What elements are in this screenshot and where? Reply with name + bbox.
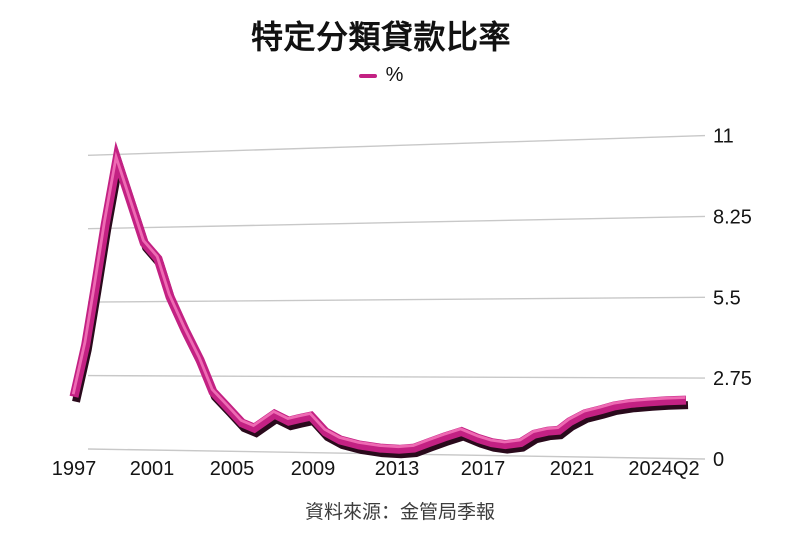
series-line <box>69 141 687 454</box>
source-note: 資料來源：金管局季報 <box>304 502 495 523</box>
x-tick-label-1997: 1997 <box>52 458 97 480</box>
chart-title: 特定分類貸款比率 <box>250 19 511 55</box>
x-tick-label-2013: 2013 <box>375 458 420 480</box>
x-tick-label-2021: 2021 <box>550 458 595 480</box>
legend-line-swatch-icon <box>358 73 377 78</box>
x-tick-label-2001: 2001 <box>130 458 175 480</box>
x-tick-label-2009: 2009 <box>291 458 336 480</box>
gridline-2.75 <box>87 374 706 379</box>
y-tick-label-11: 11 <box>713 126 734 148</box>
legend: % <box>0 64 762 87</box>
gridline-5.5 <box>87 296 706 303</box>
x-tick-label-2005: 2005 <box>210 458 255 480</box>
y-tick-label-5.5: 5.5 <box>713 287 741 309</box>
y-tick-label-0: 0 <box>713 449 724 471</box>
y-tick-label-2.75: 2.75 <box>713 368 752 390</box>
gridline-11 <box>87 134 706 156</box>
gridline-8.25 <box>87 215 706 230</box>
series-line-highlight <box>71 151 686 449</box>
y-tick-label-8.25: 8.25 <box>713 206 752 228</box>
legend-series-label: % <box>385 64 404 86</box>
x-tick-label-2017: 2017 <box>461 458 506 480</box>
x-tick-label-2024Q2: 2024Q2 <box>628 458 699 480</box>
